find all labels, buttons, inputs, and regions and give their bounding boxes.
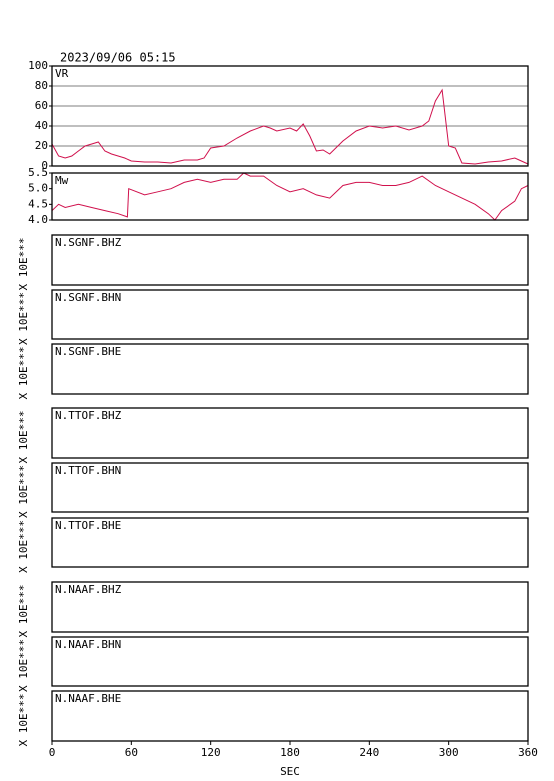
x-tick-label: 360 (518, 746, 538, 759)
panel-label: N.SGNF.BHZ (55, 236, 122, 249)
panel-frame (51, 343, 529, 395)
y-tick-label: 5.0 (28, 182, 48, 195)
panel-axis-label: X 10E*** (17, 465, 30, 518)
panel-frame (51, 289, 529, 340)
panel-label: N.NAAF.BHE (55, 692, 121, 705)
panel-label: VR (55, 67, 69, 80)
x-tick-label: 0 (49, 746, 56, 759)
panel-frame (51, 407, 529, 459)
panel-axis-label: X 10E*** (17, 520, 30, 573)
panel-axis-label: X 10E*** (17, 238, 30, 291)
panel-frame (51, 65, 529, 167)
panel-frame (51, 581, 529, 633)
panel-label: N.SGNF.BHE (55, 345, 121, 358)
y-tick-label: 20 (35, 139, 48, 152)
panel-frame (51, 462, 529, 513)
panel-axis-label: X 10E*** (17, 347, 30, 400)
x-axis-label: SEC (280, 765, 300, 778)
y-tick-label: 4.0 (28, 213, 48, 226)
y-tick-label: 60 (35, 99, 48, 112)
panel-frame (51, 690, 529, 742)
panel-axis-label: X 10E*** (17, 639, 30, 692)
x-tick-label: 300 (439, 746, 459, 759)
x-tick-label: 60 (125, 746, 138, 759)
panel-frame (51, 172, 529, 221)
panel-axis-label: X 10E*** (17, 585, 30, 638)
data-line (51, 88, 529, 165)
panel-label: N.TTOF.BHE (55, 519, 121, 532)
y-tick-label: 100 (28, 59, 48, 72)
panel-frame (51, 517, 529, 568)
panel-frame (51, 636, 529, 687)
y-tick-label: 40 (35, 119, 48, 132)
panel-label: N.NAAF.BHN (55, 638, 121, 651)
panel-label: N.TTOF.BHZ (55, 409, 122, 422)
panel-axis-label: X 10E*** (17, 292, 30, 345)
x-tick-label: 120 (201, 746, 221, 759)
panel-label: N.SGNF.BHN (55, 291, 121, 304)
y-tick-label: 0 (41, 159, 48, 172)
x-tick-label: 240 (359, 746, 379, 759)
x-tick-label: 180 (280, 746, 300, 759)
chart-title: 2023/09/06 05:15 (60, 51, 176, 65)
y-tick-label: 5.5 (28, 166, 48, 179)
panel-axis-label: X 10E*** (17, 694, 30, 747)
panel-label: Mw (55, 174, 69, 187)
panel-label: N.NAAF.BHZ (55, 583, 122, 596)
y-tick-label: 4.5 (28, 197, 48, 210)
panel-axis-label: X 10E*** (17, 411, 30, 464)
panel-frame (51, 234, 529, 286)
data-line (51, 172, 529, 221)
y-tick-label: 80 (35, 79, 48, 92)
panel-label: N.TTOF.BHN (55, 464, 121, 477)
